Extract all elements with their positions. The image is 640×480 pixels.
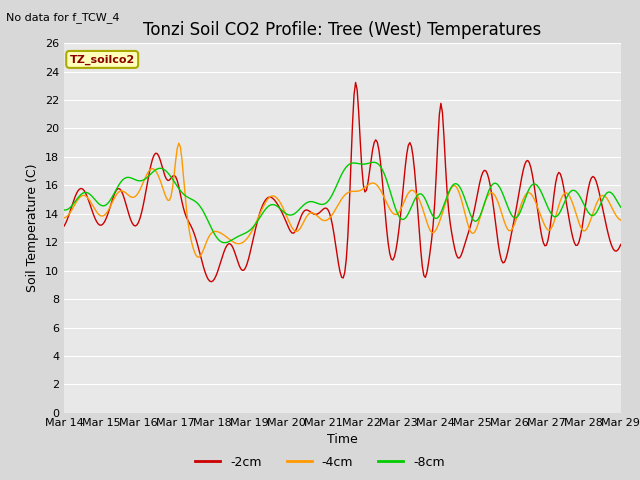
Legend: -2cm, -4cm, -8cm: -2cm, -4cm, -8cm bbox=[190, 451, 450, 474]
Y-axis label: Soil Temperature (C): Soil Temperature (C) bbox=[26, 164, 39, 292]
Text: TZ_soilco2: TZ_soilco2 bbox=[70, 54, 135, 64]
X-axis label: Time: Time bbox=[327, 433, 358, 446]
Title: Tonzi Soil CO2 Profile: Tree (West) Temperatures: Tonzi Soil CO2 Profile: Tree (West) Temp… bbox=[143, 21, 541, 39]
Text: No data for f_TCW_4: No data for f_TCW_4 bbox=[6, 12, 120, 23]
